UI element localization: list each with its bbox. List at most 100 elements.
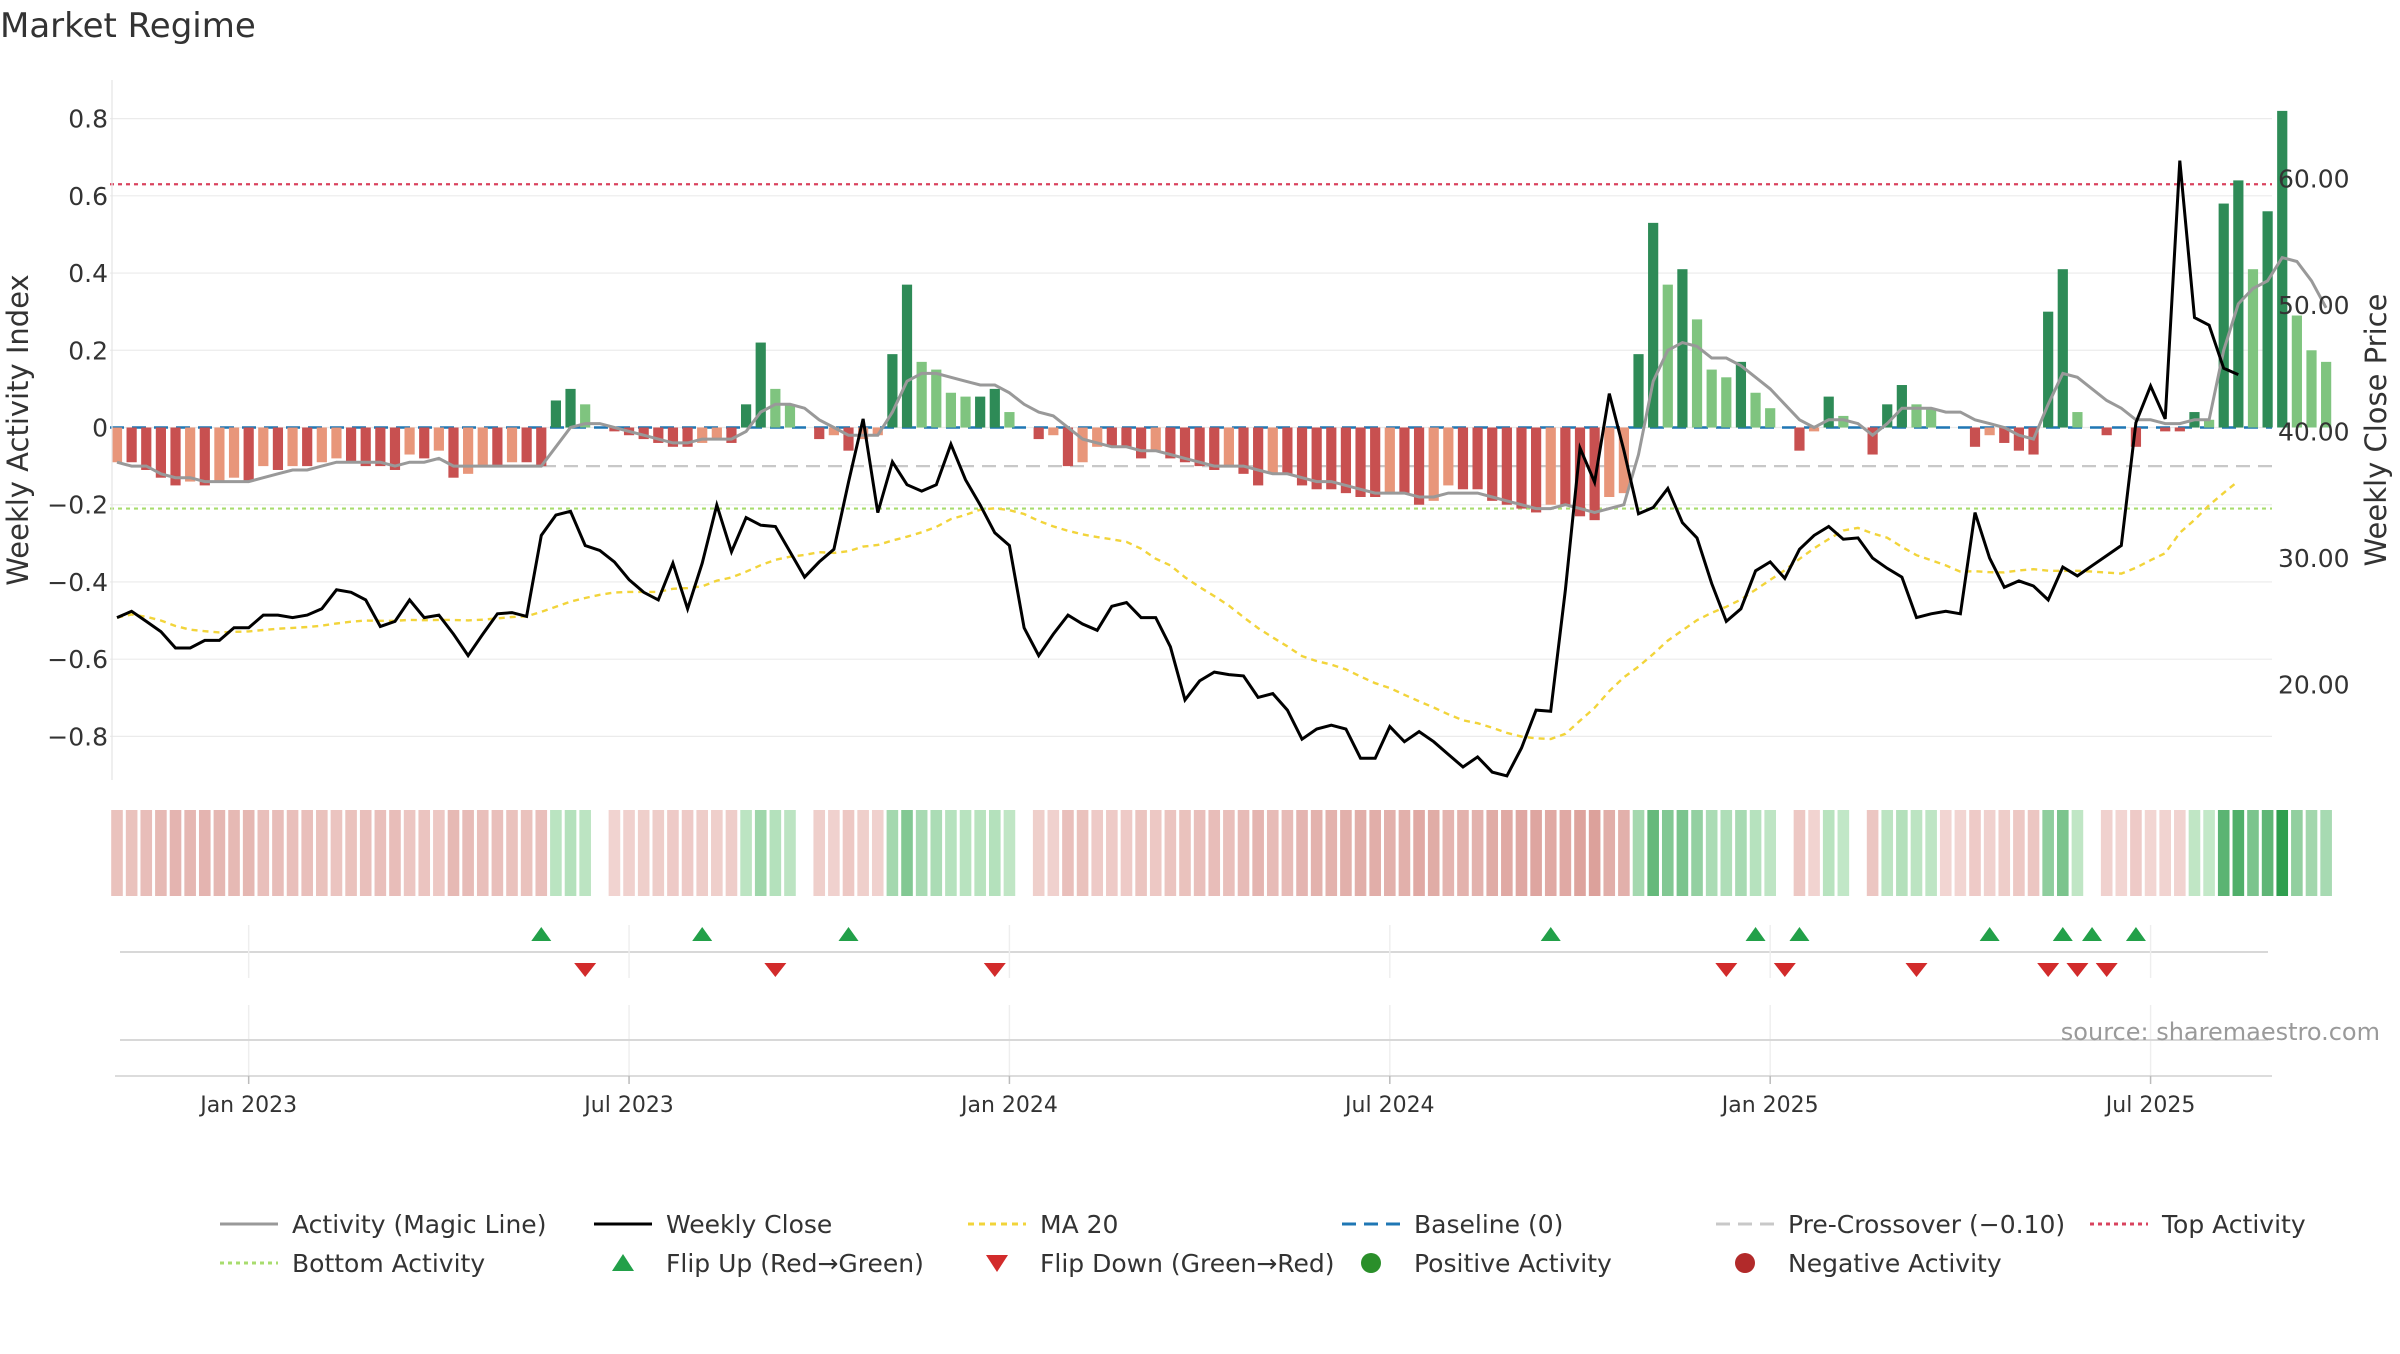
activity-bar xyxy=(214,427,225,482)
regime-cell xyxy=(257,810,270,896)
activity-bar xyxy=(389,427,401,470)
legend-label: Negative Activity xyxy=(1788,1249,2002,1278)
activity-bar xyxy=(1340,427,1352,494)
activity-bar xyxy=(1033,427,1044,440)
activity-bar xyxy=(199,427,210,486)
regime-cell xyxy=(1003,810,1016,896)
activity-bar xyxy=(1882,404,1893,428)
activity-bar xyxy=(2101,427,2112,436)
activity-bar xyxy=(1911,404,1922,428)
activity-bar xyxy=(1106,427,1117,447)
activity-bar xyxy=(1501,427,1512,505)
flip-down-marker xyxy=(1715,963,1738,977)
legend-label: Flip Down (Green→Red) xyxy=(1040,1249,1335,1278)
y-left-tick-label: −0.2 xyxy=(47,491,108,520)
activity-bar xyxy=(887,354,898,428)
activity-bar xyxy=(550,400,561,428)
y-axis-left-label: Weekly Activity Index xyxy=(1,274,35,585)
regime-cell xyxy=(1106,810,1118,896)
regime-cell xyxy=(2159,810,2171,896)
flip-up-marker xyxy=(1789,927,1810,941)
regime-cell xyxy=(2013,810,2025,896)
regime-cell xyxy=(637,810,650,896)
regime-cell xyxy=(1281,810,1294,896)
regime-cell xyxy=(1223,810,1235,896)
regime-cell xyxy=(1720,810,1733,896)
regime-cell xyxy=(1486,810,1499,896)
regime-cell xyxy=(286,810,299,896)
regime-cell xyxy=(2056,810,2069,896)
regime-cell xyxy=(1149,810,1162,896)
flip-up-marker xyxy=(1979,927,2000,941)
regime-cell xyxy=(1661,810,1674,896)
legend-swatch xyxy=(986,1255,1008,1272)
regime-cell xyxy=(242,810,255,896)
regime-cell xyxy=(1398,810,1411,896)
regime-cell xyxy=(1032,810,1045,896)
activity-bar xyxy=(975,396,986,428)
activity-bar xyxy=(638,427,649,440)
regime-cell xyxy=(1530,810,1542,896)
activity-bar xyxy=(2057,269,2068,428)
regime-cell xyxy=(316,810,328,896)
legend-item: Weekly Close xyxy=(594,1210,832,1239)
activity-bar xyxy=(141,427,152,470)
y-right-tick-label: 20.00 xyxy=(2278,671,2350,700)
regime-cell xyxy=(1544,810,1557,896)
flip-down-marker xyxy=(1905,963,1928,977)
activity-bar xyxy=(404,427,415,455)
activity-bar xyxy=(111,427,123,463)
activity-bar xyxy=(316,427,327,463)
regime-cell xyxy=(1237,810,1250,896)
regime-cell xyxy=(608,810,621,896)
activity-bar xyxy=(1750,392,1761,428)
x-axis: Jan 2023 Jul 2023 Jan 2024 Jul 2024 Jan 2025… xyxy=(115,1075,2272,1118)
regime-cell xyxy=(2232,810,2245,896)
regime-cell xyxy=(1427,810,1440,896)
regime-cell xyxy=(1588,810,1601,896)
activity-bar xyxy=(2174,427,2185,432)
activity-bar xyxy=(609,427,620,432)
regime-cell xyxy=(1808,810,1820,896)
activity-bar xyxy=(448,427,459,478)
regime-cell xyxy=(1457,810,1469,896)
legend-item: Positive Activity xyxy=(1361,1249,1612,1278)
activity-bar xyxy=(272,427,284,470)
regime-cell xyxy=(1764,810,1776,896)
activity-bar xyxy=(755,342,766,428)
regime-cell xyxy=(272,810,284,896)
regime-cell xyxy=(696,810,708,896)
legend-item: Baseline (0) xyxy=(1342,1210,1563,1239)
regime-strip xyxy=(111,810,2332,896)
activity-bar xyxy=(1531,427,1542,513)
axes: 0.8 0.6 0.4 0.2 0 −0.2 −0.4 −0.6 −0.8 60.00 50.00 4… xyxy=(47,80,2350,780)
regime-cell xyxy=(491,810,504,896)
activity-bar xyxy=(1735,361,1747,428)
series-lines xyxy=(116,160,2328,778)
regime-cell xyxy=(1296,810,1308,896)
activity-bar xyxy=(463,427,474,474)
activity-bar xyxy=(565,388,576,428)
activity-bar xyxy=(287,427,298,467)
activity-bar xyxy=(1282,427,1293,474)
y-left-tick-label: −0.4 xyxy=(47,568,108,597)
activity-bar xyxy=(1384,427,1395,494)
activity-bar xyxy=(1794,427,1805,451)
flip-down-marker xyxy=(764,963,787,977)
regime-cell xyxy=(1896,810,1908,896)
regime-cell xyxy=(1384,810,1396,896)
flip-up-marker xyxy=(692,927,713,941)
regime-cell xyxy=(389,810,401,896)
y-left-tick-label: −0.6 xyxy=(47,645,108,674)
regime-cell xyxy=(667,810,679,896)
activity-bar xyxy=(1516,427,1527,509)
regime-cell xyxy=(1793,810,1806,896)
activity-bar xyxy=(419,427,430,459)
flip-up-marker xyxy=(2082,927,2103,941)
activity-bar xyxy=(2130,427,2142,447)
flip-up-marker xyxy=(531,927,552,941)
activity-bar xyxy=(506,427,518,463)
regime-cell xyxy=(1881,810,1894,896)
regime-cell xyxy=(1091,810,1104,896)
activity-bar xyxy=(580,404,591,428)
